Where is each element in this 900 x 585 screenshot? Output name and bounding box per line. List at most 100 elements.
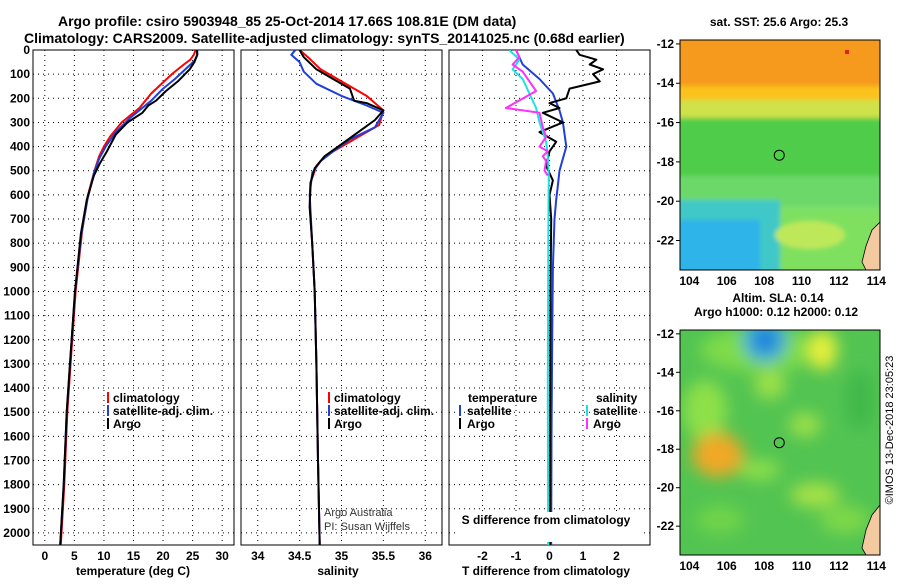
legend-label-t-argo: Argo (467, 417, 495, 431)
legend-swatch-satellite (107, 405, 109, 416)
map-y-tick-label: -16 (657, 116, 675, 130)
sla-coastline (861, 504, 880, 555)
sla-map-title: Altim. SLA: 0.14 (732, 291, 824, 305)
series-line-argo (298, 50, 385, 545)
x-tick-label: 0 (41, 549, 48, 563)
temperature-grid (33, 49, 234, 545)
difference-series (504, 50, 605, 545)
salinity-x-label: salinity (317, 564, 359, 578)
series-line-argo (59, 50, 199, 545)
depth-tick-label: 1000 (3, 284, 30, 298)
legend-swatch-s-argo (586, 418, 588, 429)
map-y-tick-label: -20 (657, 481, 675, 495)
sla-heatmap (680, 330, 880, 555)
map-x-tick-label: 104 (679, 274, 699, 288)
imos-watermark: ©IMOS 13-Dec-2018 23:05:23 (884, 356, 896, 505)
sla-map-subtitle: Argo h1000: 0.12 h2000: 0.12 (694, 305, 858, 319)
figure-title-line2: Climatology: CARS2009. Satellite-adjuste… (24, 30, 625, 46)
credit-line-1: Argo Australia (324, 507, 393, 519)
legend-swatch-satellite (328, 405, 330, 416)
legend-swatch-t-satellite (459, 405, 461, 416)
sst-hotspot (845, 50, 849, 54)
argo-location-marker-sst (773, 149, 785, 161)
x-tick-label: 10 (97, 549, 111, 563)
depth-tick-label: 100 (10, 67, 30, 81)
depth-tick-label: 1700 (3, 453, 30, 467)
legend-label-climatology: climatology (113, 391, 180, 405)
depth-tick-label: 1900 (3, 502, 30, 516)
x-tick-label: -2 (477, 549, 488, 563)
legend-label-s-satellite: satellite (593, 404, 638, 418)
map-x-tick-label: 110 (792, 274, 812, 288)
depth-tick-label: 0 (23, 43, 30, 57)
map-y-tick-label: -12 (657, 37, 675, 51)
map-y-tick-label: -18 (657, 155, 675, 169)
depth-tick-label: 1800 (3, 478, 30, 492)
series-line-t-argo (538, 50, 605, 545)
map-y-tick-label: -22 (657, 519, 675, 533)
map-x-tick-label: 110 (792, 559, 812, 573)
salinity-x-ticks: 34 34.5 35 35.5 36 (251, 549, 432, 563)
map-x-tick-label: 112 (829, 274, 849, 288)
depth-tick-label: 2000 (3, 526, 30, 540)
legend-heading-salinity: salinity (596, 391, 638, 405)
legend-swatch-s-satellite (586, 405, 588, 416)
map-x-tick-label: 108 (754, 559, 774, 573)
map-y-tick-label: -16 (657, 404, 675, 418)
map-x-tick-label: 106 (717, 274, 737, 288)
depth-tick-label: 300 (10, 115, 30, 129)
x-tick-label: 34.5 (288, 549, 312, 563)
legend-heading-temperature: temperature (468, 391, 538, 405)
map-x-tick-label: 106 (717, 559, 737, 573)
legend-label-argo: Argo (334, 417, 362, 431)
map-y-tick-label: -14 (657, 76, 675, 90)
argo-location-marker-sla (773, 437, 785, 449)
x-tick-label: 2 (613, 549, 620, 563)
legend-swatch-climatology (107, 392, 109, 403)
sst-map-y-ticks: -12 -14 -16 -18 -20 -22 (657, 37, 680, 248)
depth-tick-label: 200 (10, 91, 30, 105)
series-line-s-satellite (508, 50, 550, 545)
sla-map-x-ticks: 104 106 108 110 112 114 (679, 559, 886, 573)
legend-swatch-argo (328, 418, 330, 429)
series-line-satellite-adj-clim- (59, 50, 199, 545)
map-x-tick-label: 104 (679, 559, 699, 573)
depth-tick-label: 400 (10, 140, 30, 154)
map-y-tick-label: -12 (657, 327, 675, 341)
sst-coastline (861, 221, 880, 270)
legend-swatch-t-argo (459, 418, 461, 429)
series-line-climatology (59, 50, 197, 545)
x-tick-label: 15 (127, 549, 141, 563)
map-x-tick-label: 112 (829, 559, 849, 573)
credit-line-2: PI: Susan Wijffels (324, 521, 410, 533)
temperature-series (59, 50, 199, 545)
x-tick-label: 36 (419, 549, 433, 563)
x-tick-label: 35 (335, 549, 349, 563)
map-x-tick-label: 108 (754, 274, 774, 288)
legend-swatch-argo (107, 418, 109, 429)
legend-swatch-climatology (328, 392, 330, 403)
depth-tick-label: 1300 (3, 357, 30, 371)
t-difference-x-label: T difference from climatology (462, 564, 630, 578)
sst-heatmap (680, 40, 880, 270)
x-tick-label: 1 (580, 549, 587, 563)
legend-label-s-argo: Argo (593, 417, 621, 431)
temperature-x-ticks: 0 5 10 15 20 25 30 (41, 549, 229, 563)
depth-tick-label: 700 (10, 212, 30, 226)
depth-tick-label: 1500 (3, 405, 30, 419)
depth-tick-label: 1600 (3, 429, 30, 443)
x-tick-label: 34 (251, 549, 265, 563)
depth-tick-label: 500 (10, 164, 30, 178)
series-line-t-satellite (515, 50, 568, 545)
difference-legend: temperature salinity satellite Argo sate… (459, 391, 638, 431)
x-tick-label: 35.5 (372, 549, 396, 563)
s-difference-x-label: S difference from climatology (462, 513, 631, 527)
salinity-grid (241, 49, 442, 545)
depth-tick-label: 1200 (3, 333, 30, 347)
map-y-tick-label: -20 (657, 194, 675, 208)
x-tick-label: 25 (186, 549, 200, 563)
map-x-tick-label: 114 (867, 274, 887, 288)
legend-label-satellite: satellite-adj. clim. (113, 404, 213, 418)
sla-map-y-ticks: -12 -14 -16 -18 -20 -22 (657, 327, 680, 533)
